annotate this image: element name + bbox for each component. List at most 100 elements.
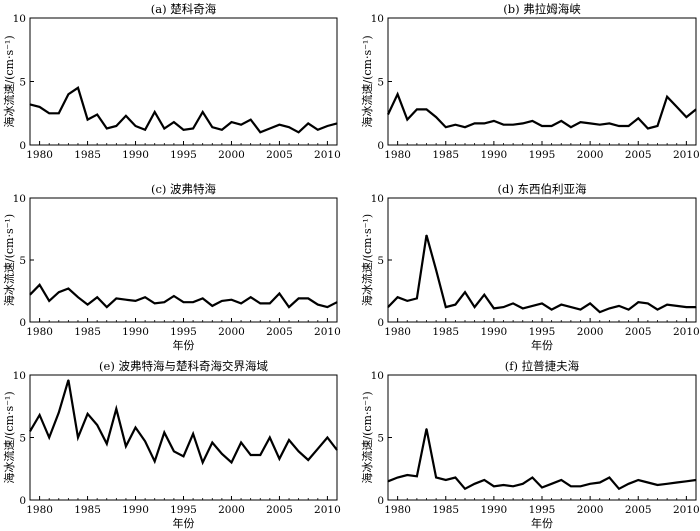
data-point: [551, 125, 553, 127]
data-point: [685, 116, 687, 118]
data-point: [551, 483, 553, 485]
data-point: [278, 124, 281, 126]
data-point: [560, 479, 562, 481]
data-point: [570, 485, 572, 487]
data-point: [154, 460, 156, 462]
x-tick-label: 2010: [314, 504, 341, 516]
x-tick-label: 1990: [481, 149, 508, 161]
data-point: [512, 124, 514, 126]
data-point: [298, 131, 300, 133]
data-point: [656, 309, 659, 311]
x-tick-label: 2010: [314, 149, 341, 161]
y-axis-label: 海冰流速/(cm·s⁻¹): [2, 391, 16, 483]
data-point: [637, 301, 639, 303]
panel-f: (f) 拉普捷夫海 海冰流速/(cm·s⁻¹) 年份 1980 1985 1990 1…: [360, 359, 700, 530]
data-point: [579, 485, 582, 487]
x-tick-label: 1980: [26, 326, 53, 338]
data-point: [259, 302, 261, 304]
data-point: [666, 304, 668, 306]
data-point: [522, 483, 524, 485]
data-point: [336, 122, 338, 125]
x-tick-label: 1985: [74, 504, 101, 516]
data-point: [637, 479, 639, 481]
data-point: [192, 301, 194, 303]
data-point: [464, 488, 466, 490]
data-point: [29, 103, 31, 105]
data-point: [685, 480, 687, 482]
data-point: [192, 127, 194, 130]
data-point: [474, 122, 476, 125]
data-point: [278, 292, 281, 295]
data-point: [48, 300, 50, 302]
data-point: [425, 428, 428, 430]
data-point: [144, 129, 146, 131]
data-point: [435, 116, 437, 118]
data-point: [522, 122, 524, 125]
x-tick-label: 2010: [673, 504, 700, 516]
x-tick-label: 1995: [529, 504, 556, 516]
data-point: [336, 301, 338, 303]
y-tick-label: 10: [13, 13, 26, 25]
data-point: [173, 295, 175, 297]
data-point: [425, 108, 428, 111]
plot-frame: [29, 17, 338, 146]
data-point: [38, 414, 41, 416]
data-point: [269, 436, 271, 439]
y-axis-label: 海冰流速/(cm·s⁻¹): [360, 391, 374, 483]
plot-frame: [29, 197, 338, 323]
data-point: [182, 301, 185, 303]
data-point: [483, 479, 485, 481]
data-point: [454, 304, 456, 306]
data-point: [570, 126, 572, 128]
x-tick-label: 1980: [26, 504, 53, 516]
data-point: [599, 481, 601, 484]
data-point: [647, 127, 649, 130]
data-point: [58, 411, 60, 414]
data-point: [230, 461, 233, 464]
data-point: [435, 476, 437, 479]
data-point: [211, 441, 213, 444]
x-tick-label: 1990: [122, 326, 149, 338]
data-point: [589, 122, 591, 125]
data-point: [637, 117, 639, 119]
data-point: [474, 483, 476, 485]
x-tick-label: 1995: [170, 149, 197, 161]
data-point: [599, 124, 601, 126]
x-tick-label: 1980: [26, 149, 53, 161]
y-tick-label: 10: [13, 193, 26, 205]
data-point: [531, 120, 533, 122]
series-line: [387, 428, 697, 491]
data-point: [202, 111, 204, 113]
data-point: [211, 126, 213, 128]
data-point: [502, 306, 505, 308]
data-point: [541, 125, 543, 127]
data-point: [96, 296, 98, 298]
x-tick-label: 1980: [384, 504, 411, 516]
panel-a: (a) 楚科奇海 海冰流速/(cm·s⁻¹) 1980 1985 1990 1995 2…: [2, 2, 341, 161]
y-tick-label: 0: [19, 317, 26, 329]
data-point: [493, 120, 495, 122]
data-point: [445, 479, 447, 481]
data-point: [445, 306, 447, 308]
data-point: [666, 96, 668, 98]
y-axis-label: 海冰流速/(cm·s⁻¹): [360, 214, 374, 306]
data-point: [387, 480, 389, 482]
plot-frame: [387, 374, 697, 501]
data-point: [125, 115, 127, 117]
data-point: [483, 294, 485, 296]
x-axis-label: 年份: [531, 516, 553, 530]
data-point: [307, 459, 309, 461]
data-point: [541, 302, 543, 304]
panel-title: (e) 波弗特海与楚科奇海交界海域: [99, 359, 268, 373]
data-point: [416, 297, 418, 300]
data-point: [288, 126, 290, 128]
data-point: [522, 307, 524, 309]
data-point: [58, 112, 60, 114]
data-point: [269, 127, 271, 130]
data-point: [250, 454, 252, 456]
y-tick-label: 5: [19, 77, 26, 89]
y-tick-label: 10: [13, 370, 26, 382]
data-point: [173, 121, 175, 123]
data-point: [259, 454, 261, 456]
y-axis-label: 海冰流速/(cm·s⁻¹): [2, 214, 16, 306]
